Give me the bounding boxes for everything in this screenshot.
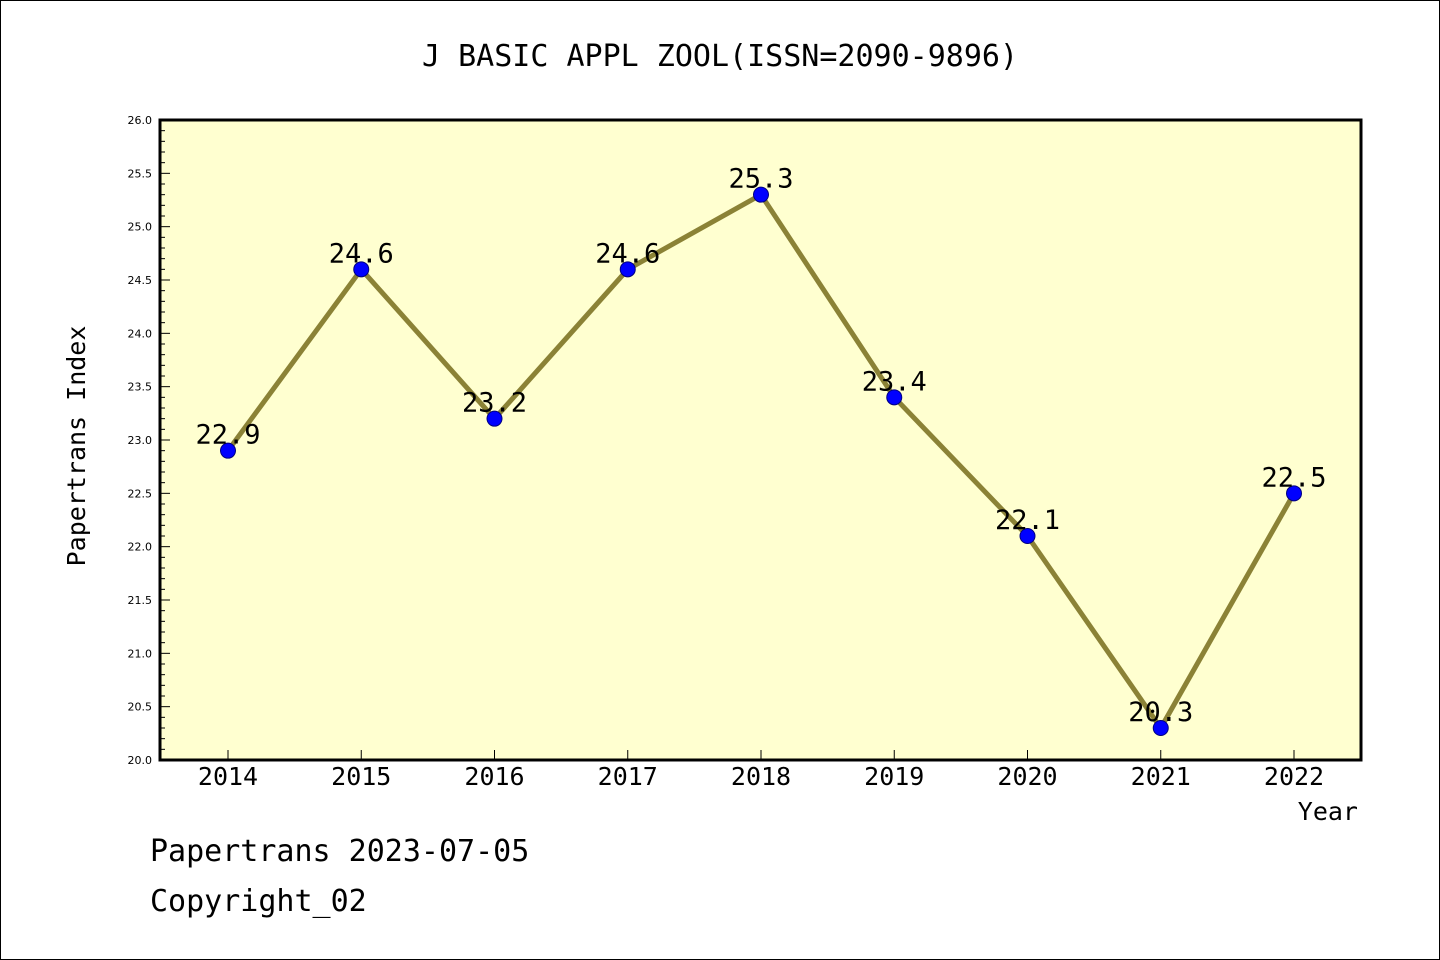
x-tick-label: 2021 bbox=[1131, 762, 1191, 791]
plot-area bbox=[160, 120, 1361, 760]
x-axis: 2014 2015 2016 2017 2018 2019 2020 2021 2022 bbox=[198, 750, 1324, 791]
y-tick-label: 22.0 bbox=[128, 541, 153, 554]
y-tick-label: 24.5 bbox=[128, 274, 153, 287]
y-tick-label: 23.0 bbox=[128, 434, 153, 447]
data-label: 22.1 bbox=[995, 505, 1060, 536]
data-point bbox=[1152, 720, 1169, 736]
x-tick-label: 2020 bbox=[997, 762, 1057, 791]
data-label: 22.5 bbox=[1261, 462, 1326, 493]
data-label: 25.3 bbox=[728, 164, 793, 195]
data-labels: 22.9 24.6 23.2 24.6 25.3 23.4 22.1 20.3 22.5 bbox=[195, 164, 1326, 728]
data-point bbox=[619, 261, 636, 278]
x-axis-label: Year bbox=[1298, 797, 1358, 826]
data-point bbox=[220, 442, 236, 459]
y-tick-label: 23.5 bbox=[128, 381, 153, 394]
data-label: 24.6 bbox=[595, 238, 660, 269]
data-point bbox=[1019, 528, 1036, 544]
data-point bbox=[753, 186, 769, 203]
x-tick-label: 2016 bbox=[464, 762, 524, 791]
data-point bbox=[486, 410, 503, 427]
y-tick-label: 26.0 bbox=[128, 114, 153, 127]
x-tick-label: 2015 bbox=[331, 762, 391, 791]
y-axis-label: Papertrans Index bbox=[62, 326, 91, 567]
data-markers bbox=[220, 186, 1302, 736]
data-label: 24.6 bbox=[329, 238, 394, 269]
data-label: 23.4 bbox=[862, 366, 927, 397]
x-tick-label: 2019 bbox=[864, 762, 924, 791]
data-label: 22.9 bbox=[195, 420, 260, 451]
y-tick-label: 24.0 bbox=[128, 327, 153, 340]
y-tick-label: 22.5 bbox=[128, 487, 153, 500]
y-tick-label: 25.5 bbox=[128, 167, 153, 180]
footer-copyright: Copyright_02 bbox=[150, 884, 367, 919]
x-tick-label: 2018 bbox=[731, 762, 791, 791]
footer-date: Papertrans 2023-07-05 bbox=[150, 834, 530, 869]
x-tick-label: 2022 bbox=[1264, 762, 1324, 791]
data-label: 20.3 bbox=[1128, 697, 1193, 728]
plot-border bbox=[158, 118, 1363, 762]
y-tick-label: 21.0 bbox=[128, 647, 153, 660]
y-tick-label: 21.5 bbox=[128, 594, 153, 607]
x-tick-label: 2014 bbox=[198, 762, 258, 791]
data-point bbox=[1286, 485, 1302, 502]
data-point bbox=[886, 389, 903, 406]
chart-title: J BASIC APPL ZOOL(ISSN=2090-9896) bbox=[422, 39, 1018, 74]
y-tick-label: 20.5 bbox=[128, 701, 153, 714]
x-tick-label: 2017 bbox=[598, 762, 658, 791]
data-label: 23.2 bbox=[462, 388, 527, 419]
y-tick-label: 25.0 bbox=[128, 221, 153, 234]
y-tick-label: 20.0 bbox=[128, 754, 153, 767]
data-point bbox=[353, 261, 370, 278]
